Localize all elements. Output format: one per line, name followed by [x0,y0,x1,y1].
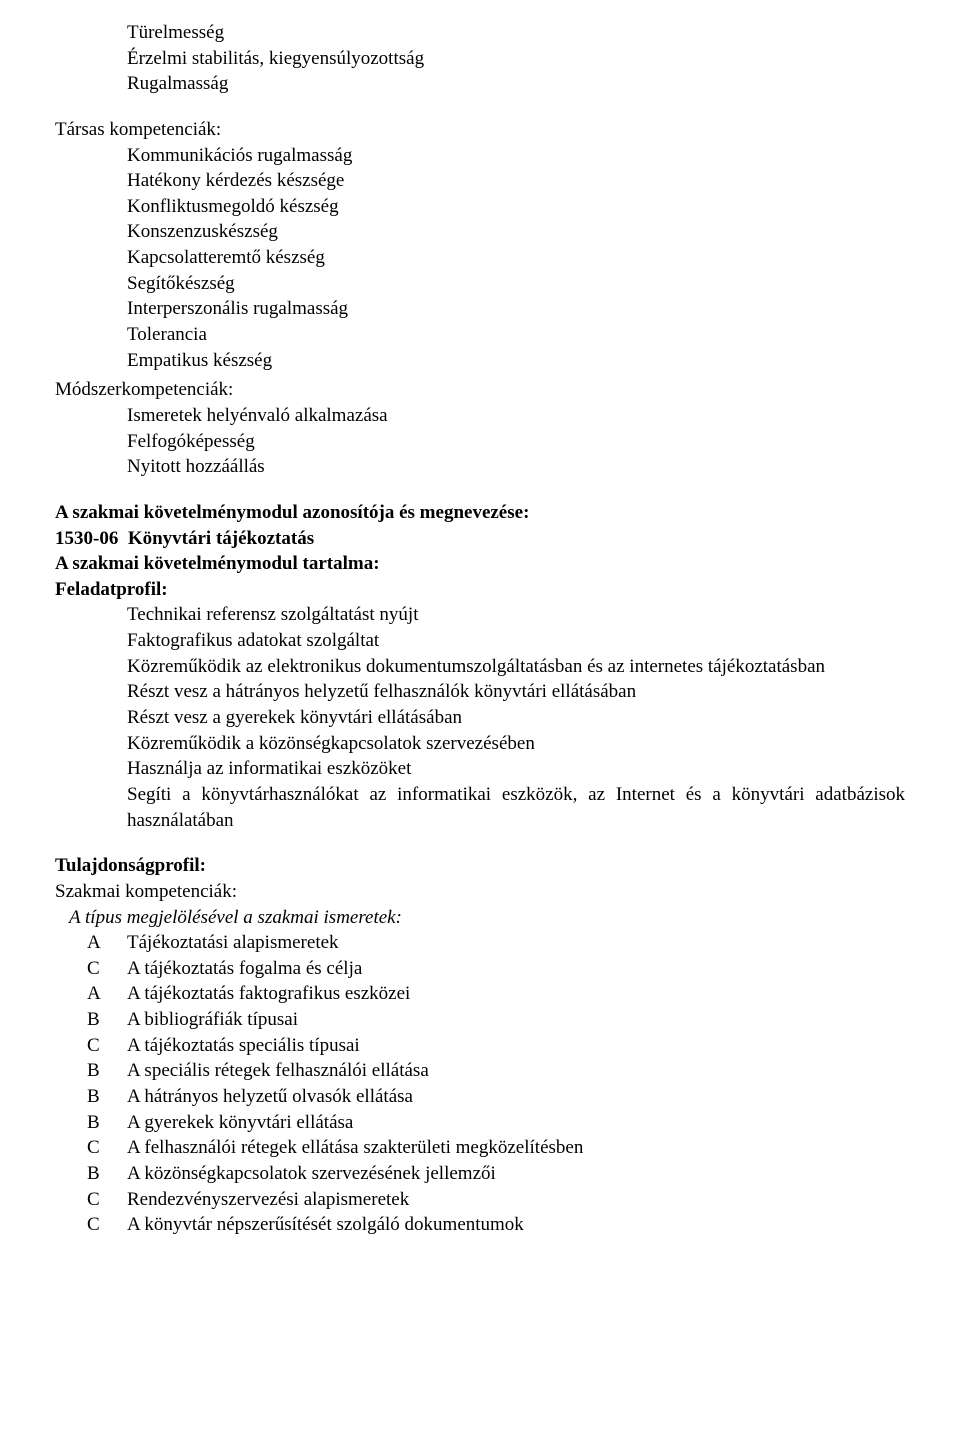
type-row: BA speciális rétegek felhasználói ellátá… [55,1058,905,1084]
list-item: Felfogóképesség [127,429,905,455]
type-row: BA gyerekek könyvtári ellátása [55,1110,905,1136]
tulajdonsagprofil-heading: Tulajdonságprofil: [55,853,905,879]
type-letter: C [87,956,127,982]
list-item: Segítőkészség [127,271,905,297]
type-letter: B [87,1007,127,1033]
type-letter: B [87,1084,127,1110]
list-item: Segíti a könyvtárhasználókat az informat… [127,782,905,833]
type-text: A gyerekek könyvtári ellátása [127,1110,905,1136]
module-title-line: 1530-06 Könyvtári tájékoztatás [55,526,905,552]
list-item: Kapcsolatteremtő készség [127,245,905,271]
type-text: A bibliográfiák típusai [127,1007,905,1033]
type-text: A könyvtár népszerűsítését szolgáló doku… [127,1212,905,1238]
module-name: Könyvtári tájékoztatás [128,528,314,549]
type-text: A tájékoztatás faktografikus eszközei [127,981,905,1007]
list-item: Közreműködik a közönségkapcsolatok szerv… [127,731,905,757]
type-letter: B [87,1058,127,1084]
feladatprofil-heading: Feladatprofil: [55,577,905,603]
type-row: CA tájékoztatás speciális típusai [55,1033,905,1059]
type-row: BA közönségkapcsolatok szervezésének jel… [55,1161,905,1187]
type-row: AA tájékoztatás faktografikus eszközei [55,981,905,1007]
type-row: CRendezvényszervezési alapismeretek [55,1187,905,1213]
list-item: Interperszonális rugalmasság [127,296,905,322]
type-letter: C [87,1212,127,1238]
list-item: Közreműködik az elektronikus dokumentums… [127,654,905,680]
type-letter: C [87,1187,127,1213]
list-item: Nyitott hozzáállás [127,454,905,480]
type-text: A közönségkapcsolatok szervezésének jell… [127,1161,905,1187]
type-row: BA hátrányos helyzetű olvasók ellátása [55,1084,905,1110]
list-item: Ismeretek helyénvaló alkalmazása [127,403,905,429]
list-item: Empatikus készség [127,348,905,374]
list-item: Faktografikus adatokat szolgáltat [127,628,905,654]
type-letter: B [87,1110,127,1136]
method-competencies-heading: Módszerkompetenciák: [55,377,905,403]
list-item: Tolerancia [127,322,905,348]
feladatprofil-list: Technikai referensz szolgáltatást nyújt … [55,602,905,833]
typus-heading: A típus megjelölésével a szakmai ismeret… [69,905,905,931]
type-letter: C [87,1135,127,1161]
szakmai-kompetenciak-heading: Szakmai kompetenciák: [55,879,905,905]
type-row: BA bibliográfiák típusai [55,1007,905,1033]
szakmai-ismeretek-list: ATájékoztatási alapismeretek CA tájékozt… [55,930,905,1238]
list-item: Kommunikációs rugalmasság [127,143,905,169]
type-text: A tájékoztatás speciális típusai [127,1033,905,1059]
type-row: CA felhasználói rétegek ellátása szakter… [55,1135,905,1161]
type-text: Tájékoztatási alapismeretek [127,930,905,956]
personal-competencies-list: Türelmesség Érzelmi stabilitás, kiegyens… [55,20,905,97]
list-item: Türelmesség [127,20,905,46]
list-item: Rugalmasság [127,71,905,97]
list-item: Technikai referensz szolgáltatást nyújt [127,602,905,628]
list-item: Részt vesz a gyerekek könyvtári ellátásá… [127,705,905,731]
list-item: Hatékony kérdezés készsége [127,168,905,194]
type-text: A tájékoztatás fogalma és célja [127,956,905,982]
social-competencies-heading: Társas kompetenciák: [55,117,905,143]
method-competencies-list: Ismeretek helyénvaló alkalmazása Felfogó… [55,403,905,480]
type-text: Rendezvényszervezési alapismeretek [127,1187,905,1213]
type-row: ATájékoztatási alapismeretek [55,930,905,956]
type-text: A felhasználói rétegek ellátása szakterü… [127,1135,905,1161]
type-row: CA tájékoztatás fogalma és célja [55,956,905,982]
list-item: Konszenzuskészség [127,219,905,245]
list-item: Használja az informatikai eszközöket [127,756,905,782]
social-competencies-list: Kommunikációs rugalmasság Hatékony kérde… [55,143,905,374]
type-letter: B [87,1161,127,1187]
module-content-heading: A szakmai követelménymodul tartalma: [55,551,905,577]
type-letter: A [87,930,127,956]
list-item: Részt vesz a hátrányos helyzetű felhaszn… [127,679,905,705]
type-letter: C [87,1033,127,1059]
type-text: A hátrányos helyzetű olvasók ellátása [127,1084,905,1110]
list-item: Konfliktusmegoldó készség [127,194,905,220]
type-letter: A [87,981,127,1007]
module-id-heading: A szakmai követelménymodul azonosítója é… [55,500,905,526]
type-text: A speciális rétegek felhasználói ellátás… [127,1058,905,1084]
module-id: 1530-06 [55,528,118,549]
type-row: CA könyvtár népszerűsítését szolgáló dok… [55,1212,905,1238]
list-item: Érzelmi stabilitás, kiegyensúlyozottság [127,46,905,72]
